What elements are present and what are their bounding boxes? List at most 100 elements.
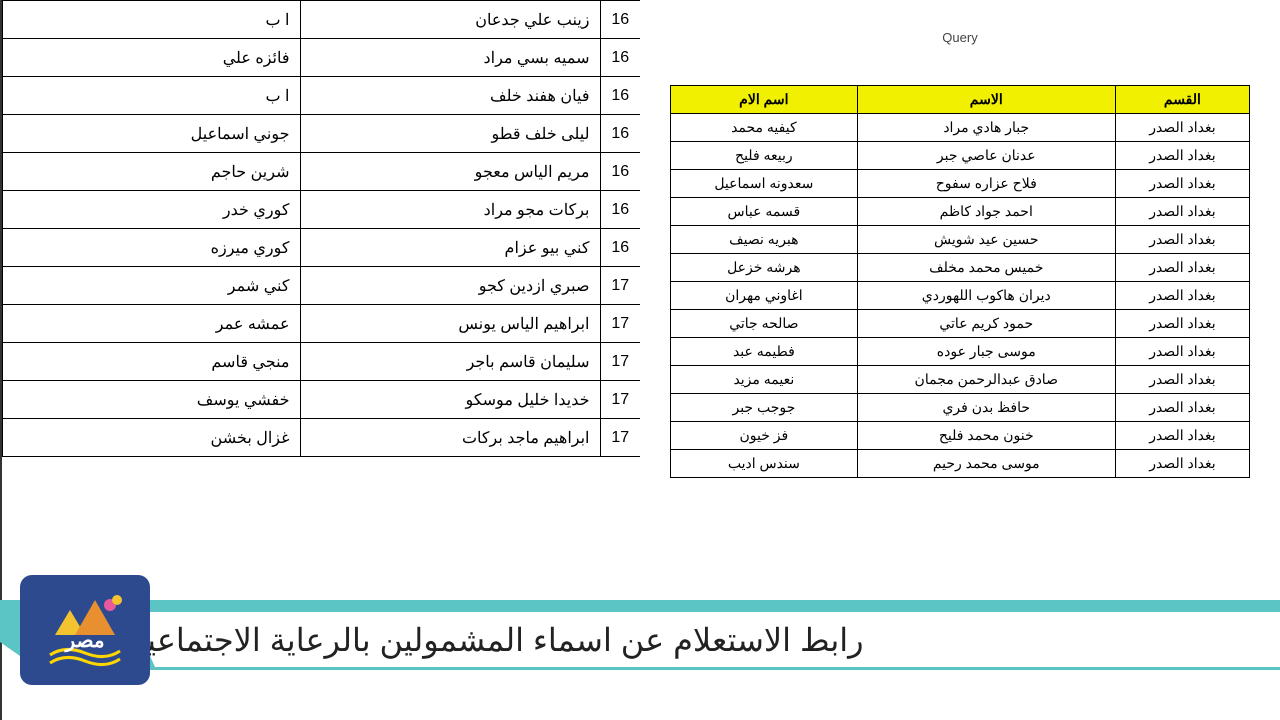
- query-label: Query: [670, 30, 1250, 45]
- secondary-cell: غزال بخشن: [3, 419, 301, 457]
- table-row: بغداد الصدرحمود كريم عاتيصالحه جاتي: [671, 310, 1250, 338]
- table-row: بغداد الصدرفلاح عزاره سفوحسعدونه اسماعيل: [671, 170, 1250, 198]
- table-row: 17سليمان قاسم باجرمنجي قاسم: [3, 343, 641, 381]
- banner-title-text: رابط الاستعلام عن اسماء المشمولين بالرعا…: [130, 621, 864, 659]
- row-number-cell: 16: [600, 115, 640, 153]
- row-number-cell: 16: [600, 191, 640, 229]
- table-row: بغداد الصدرجبار هادي مرادكيفيه محمد: [671, 114, 1250, 142]
- row-number-cell: 16: [600, 229, 640, 267]
- table-cell: بغداد الصدر: [1115, 422, 1249, 450]
- table-cell: بغداد الصدر: [1115, 310, 1249, 338]
- secondary-cell: كوري ميرزه: [3, 229, 301, 267]
- table-row: 16سميه بسي مرادفائزه علي: [3, 39, 641, 77]
- banner-text-container: رابط الاستعلام عن اسماء المشمولين بالرعا…: [130, 612, 1280, 667]
- table-cell: اغاوني مهران: [671, 282, 858, 310]
- name-cell: ابراهيم الياس يونس: [300, 305, 600, 343]
- table-row: بغداد الصدرحافظ بدن فريجوجب جبر: [671, 394, 1250, 422]
- secondary-cell: كني شمر: [3, 267, 301, 305]
- table-row: بغداد الصدرديران هاكوب اللهوردياغاوني مه…: [671, 282, 1250, 310]
- table-cell: حسين عيد شويش: [857, 226, 1115, 254]
- header-name: الاسم: [857, 86, 1115, 114]
- table-cell: حمود كريم عاتي: [857, 310, 1115, 338]
- table-row: 17ابراهيم ماجد بركاتغزال بخشن: [3, 419, 641, 457]
- table-cell: فطيمه عبد: [671, 338, 858, 366]
- table-cell: بغداد الصدر: [1115, 226, 1249, 254]
- table-cell: جوجب جبر: [671, 394, 858, 422]
- row-number-cell: 16: [600, 39, 640, 77]
- row-number-cell: 17: [600, 267, 640, 305]
- name-cell: مريم الياس معجو: [300, 153, 600, 191]
- secondary-cell: ا ب: [3, 1, 301, 39]
- table-row: بغداد الصدرصادق عبدالرحمن مجماننعيمه مزي…: [671, 366, 1250, 394]
- table-cell: بغداد الصدر: [1115, 142, 1249, 170]
- table-cell: ديران هاكوب اللهوردي: [857, 282, 1115, 310]
- row-number-cell: 17: [600, 381, 640, 419]
- table-cell: فز خيون: [671, 422, 858, 450]
- secondary-cell: جوني اسماعيل: [3, 115, 301, 153]
- name-cell: زينب علي جدعان: [300, 1, 600, 39]
- table-row: بغداد الصدرموسى محمد رحيمسندس اديب: [671, 450, 1250, 478]
- table-cell: احمد جواد كاظم: [857, 198, 1115, 226]
- table-cell: موسى جبار عوده: [857, 338, 1115, 366]
- table-cell: سعدونه اسماعيل: [671, 170, 858, 198]
- table-cell: خميس محمد مخلف: [857, 254, 1115, 282]
- table-row: 16زينب علي جدعانا ب: [3, 1, 641, 39]
- table-cell: نعيمه مزيد: [671, 366, 858, 394]
- table-cell: بغداد الصدر: [1115, 366, 1249, 394]
- name-cell: ابراهيم ماجد بركات: [300, 419, 600, 457]
- table-cell: موسى محمد رحيم: [857, 450, 1115, 478]
- table-cell: بغداد الصدر: [1115, 338, 1249, 366]
- title-banner: رابط الاستعلام عن اسماء المشمولين بالرعا…: [0, 590, 1280, 680]
- name-cell: بركات مجو مراد: [300, 191, 600, 229]
- name-cell: فيان هفند خلف: [300, 77, 600, 115]
- table-row: بغداد الصدراحمد جواد كاظمقسمه عباس: [671, 198, 1250, 226]
- name-cell: سليمان قاسم باجر: [300, 343, 600, 381]
- secondary-cell: خفشي يوسف: [3, 381, 301, 419]
- table-row: 17صبري ازدين كجوكني شمر: [3, 267, 641, 305]
- table-row: 16مريم الياس معجوشرين حاجم: [3, 153, 641, 191]
- name-cell: صبري ازدين كجو: [300, 267, 600, 305]
- row-number-cell: 17: [600, 419, 640, 457]
- row-number-cell: 16: [600, 153, 640, 191]
- name-cell: كني بيو عزام: [300, 229, 600, 267]
- name-cell: خديدا خليل موسكو: [300, 381, 600, 419]
- table-row: 16فيان هفند خلفا ب: [3, 77, 641, 115]
- table-cell: بغداد الصدر: [1115, 450, 1249, 478]
- row-number-cell: 16: [600, 77, 640, 115]
- table-cell: بغداد الصدر: [1115, 254, 1249, 282]
- secondary-cell: ا ب: [3, 77, 301, 115]
- row-number-cell: 17: [600, 305, 640, 343]
- table-row: 17ابراهيم الياس يونسعمشه عمر: [3, 305, 641, 343]
- table-cell: جبار هادي مراد: [857, 114, 1115, 142]
- table-cell: صادق عبدالرحمن مجمان: [857, 366, 1115, 394]
- name-cell: سميه بسي مراد: [300, 39, 600, 77]
- table-cell: كيفيه محمد: [671, 114, 858, 142]
- name-cell: ليلى خلف قطو: [300, 115, 600, 153]
- table-row: 16ليلى خلف قطوجوني اسماعيل: [3, 115, 641, 153]
- secondary-cell: منجي قاسم: [3, 343, 301, 381]
- table-cell: بغداد الصدر: [1115, 394, 1249, 422]
- table-row: بغداد الصدرخنون محمد فليحفز خيون: [671, 422, 1250, 450]
- table-cell: سندس اديب: [671, 450, 858, 478]
- header-section: القسم: [1115, 86, 1249, 114]
- table-cell: فلاح عزاره سفوح: [857, 170, 1115, 198]
- secondary-cell: فائزه علي: [3, 39, 301, 77]
- logo-graphic: مصر: [35, 585, 135, 675]
- secondary-cell: عمشه عمر: [3, 305, 301, 343]
- table-cell: ربيعه فليح: [671, 142, 858, 170]
- table-cell: بغداد الصدر: [1115, 170, 1249, 198]
- table-row: 16بركات مجو مرادكوري خدر: [3, 191, 641, 229]
- table-header-row: القسم الاسم اسم الام: [671, 86, 1250, 114]
- table-cell: قسمه عباس: [671, 198, 858, 226]
- secondary-cell: كوري خدر: [3, 191, 301, 229]
- secondary-cell: شرين حاجم: [3, 153, 301, 191]
- table-row: 16كني بيو عزامكوري ميرزه: [3, 229, 641, 267]
- table-cell: هبريه نصيف: [671, 226, 858, 254]
- table-row: بغداد الصدرموسى جبار عودهفطيمه عبد: [671, 338, 1250, 366]
- table-row: بغداد الصدرحسين عيد شويشهبريه نصيف: [671, 226, 1250, 254]
- table-cell: هرشه خزعل: [671, 254, 858, 282]
- table-cell: حافظ بدن فري: [857, 394, 1115, 422]
- table-cell: خنون محمد فليح: [857, 422, 1115, 450]
- table-cell: بغداد الصدر: [1115, 114, 1249, 142]
- table-cell: بغداد الصدر: [1115, 282, 1249, 310]
